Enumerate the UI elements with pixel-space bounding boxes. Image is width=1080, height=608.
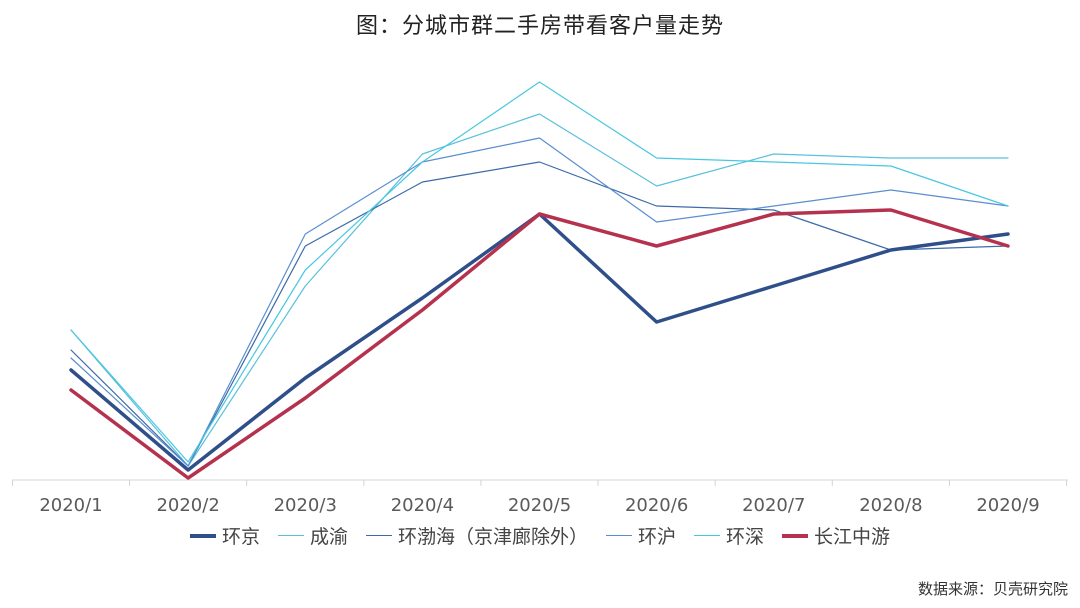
- series-layer: [69, 81, 1010, 480]
- legend-label: 环深: [726, 526, 765, 548]
- series-line-1: [70, 113, 1009, 467]
- legend-swatch: [782, 533, 809, 538]
- series-line-4: [70, 81, 1009, 463]
- legend-swatch: [189, 533, 216, 538]
- legend-label: 环沪: [638, 526, 677, 548]
- legend-label: 环渤海（京津廊除外）: [397, 526, 588, 548]
- legend-item: 环京: [189, 522, 260, 549]
- series-line-5: [69, 208, 1010, 480]
- legend-item: 环渤海（京津廊除外）: [365, 522, 588, 549]
- series-line-2: [70, 161, 1009, 467]
- legend-swatch: [694, 535, 721, 536]
- x-tick-label: 2020/1: [39, 495, 102, 516]
- x-tick-label: 2020/9: [976, 495, 1039, 516]
- legend-label: 成渝: [309, 526, 348, 548]
- legend-swatch: [365, 535, 392, 536]
- x-tick-label: 2020/2: [156, 495, 219, 516]
- legend-item: 环沪: [606, 522, 676, 549]
- series-line-3: [70, 137, 1009, 467]
- x-tick-label: 2020/7: [742, 495, 805, 516]
- x-tick-label: 2020/8: [859, 495, 922, 516]
- source-note: 数据来源：贝壳研究院: [917, 580, 1068, 598]
- chart-title: 图：分城市群二手房带看客户量走势: [355, 14, 724, 39]
- legend-swatch: [606, 535, 632, 536]
- legend-label: 环京: [221, 526, 260, 548]
- legend-swatch: [277, 535, 304, 536]
- x-axis: 2020/1 2020/2 2020/3 2020/4 2020/5 2020/6 2020…: [11, 479, 1068, 516]
- legend-item: 成渝: [277, 522, 348, 549]
- x-tick-label: 2020/4: [391, 495, 454, 516]
- legend-item: 长江中游: [782, 522, 890, 549]
- legend: 环京 成渝 环渤海（京津廊除外） 环沪 环深 长江中游: [0, 522, 1080, 549]
- x-tick-label: 2020/5: [508, 495, 571, 516]
- x-tick-label: 2020/6: [625, 495, 688, 516]
- legend-item: 环深: [694, 522, 764, 549]
- x-tick-label: 2020/3: [274, 495, 337, 516]
- legend-label: 长江中游: [814, 526, 891, 548]
- series-line-0: [69, 212, 1010, 472]
